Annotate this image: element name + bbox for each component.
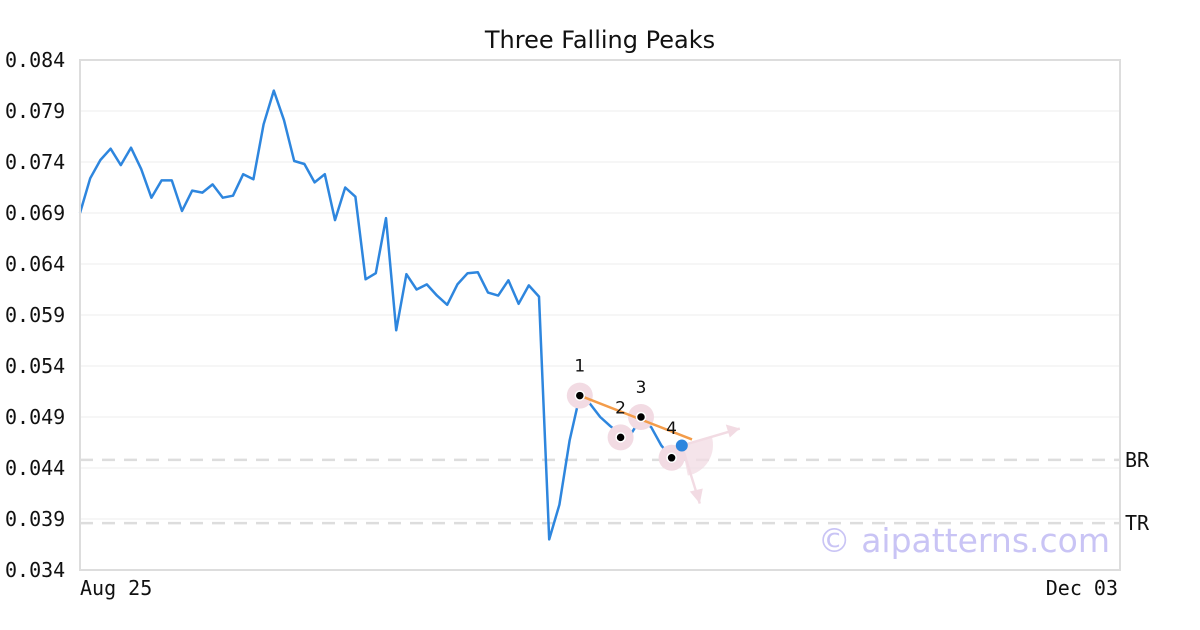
y-tick-label: 0.044 <box>5 456 65 480</box>
pattern-point-label: 4 <box>666 419 677 439</box>
current-point <box>675 439 688 452</box>
y-tick-label: 0.039 <box>5 507 65 531</box>
plot-frame <box>79 59 1121 571</box>
y-axis-ticks: 0.084 0.079 0.074 0.069 0.064 0.059 0.054 0.049… <box>5 48 65 582</box>
x-tick-label: Dec 03 <box>1046 576 1118 600</box>
y-tick-label: 0.069 <box>5 201 65 225</box>
pattern-point <box>574 390 586 401</box>
watermark: © aipatterns.com <box>818 521 1110 560</box>
y-tick-label: 0.054 <box>5 354 65 378</box>
pattern-point-label: 3 <box>636 378 647 398</box>
y-tick-label: 0.059 <box>5 303 65 327</box>
pattern-point <box>635 411 647 423</box>
y-tick-label: 0.049 <box>5 405 65 429</box>
y-tick-label: 0.034 <box>5 558 65 582</box>
level-lines: BR TR <box>80 448 1150 535</box>
projection-wedge <box>681 436 714 476</box>
y-tick-label: 0.064 <box>5 252 65 276</box>
x-tick-label: Aug 25 <box>80 576 152 600</box>
projection-arrowhead-up <box>725 424 740 438</box>
level-label: BR <box>1125 448 1150 472</box>
pattern-point-label: 2 <box>615 398 626 418</box>
x-axis-ticks: Aug 25 Dec 03 <box>80 576 1118 600</box>
level-label: TR <box>1125 511 1150 535</box>
pattern-annotations: 1 23 4 <box>566 357 741 504</box>
pattern-point-label: 1 <box>574 357 585 377</box>
y-tick-label: 0.079 <box>5 99 65 123</box>
y-tick-label: 0.074 <box>5 150 65 174</box>
pattern-point <box>666 452 677 464</box>
pattern-point <box>615 432 626 443</box>
y-tick-label: 0.084 <box>5 48 65 72</box>
projection-arrowhead-down <box>689 488 703 504</box>
chart-title: Three Falling Peaks <box>484 26 715 54</box>
grid-lines <box>80 110 1120 520</box>
